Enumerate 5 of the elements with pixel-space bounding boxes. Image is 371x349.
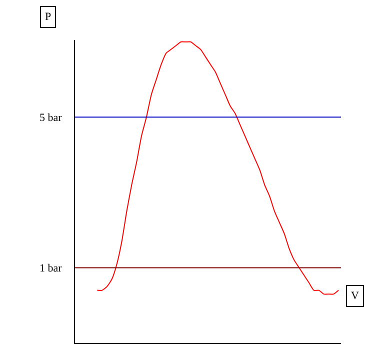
y-tick-label: 5 bar — [40, 112, 62, 124]
text: P — [45, 11, 52, 23]
line-series — [96, 41, 340, 295]
y-tick-label: 1 bar — [40, 262, 62, 275]
x-axis-title: V — [351, 290, 359, 302]
